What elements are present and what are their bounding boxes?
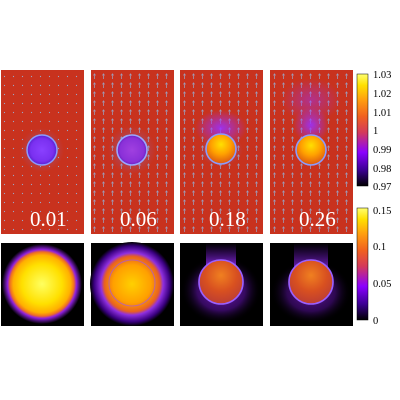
time-label-4: 0.26 <box>299 207 336 231</box>
panel-bottom-1 <box>1 243 84 326</box>
bottom-colorbar-tick-4: 0 <box>373 316 378 327</box>
top-colorbar-tick-2: 1.02 <box>373 89 391 100</box>
top-colorbar-tick-4: 1 <box>373 126 378 137</box>
panel-top-1 <box>1 70 84 234</box>
panel-top-2 <box>91 70 174 234</box>
top-colorbar-tick-6: 0.98 <box>373 164 391 175</box>
time-label-2: 0.06 <box>120 207 157 231</box>
panel-bottom-4 <box>270 243 353 326</box>
top-colorbar-tick-1: 1.03 <box>373 70 391 81</box>
bottom-colorbar-tick-2: 0.1 <box>373 242 386 253</box>
panel-top-3 <box>180 70 263 234</box>
panel-bottom-2 <box>90 242 174 326</box>
panel-top-4 <box>270 70 353 234</box>
bottom-colorbar-tick-3: 0.05 <box>373 279 391 290</box>
time-label-3: 0.18 <box>209 207 246 231</box>
top-colorbar-tick-5: 0.99 <box>373 145 391 156</box>
top-colorbar-tick-7: 0.97 <box>373 182 391 193</box>
panel-bottom-3 <box>180 243 263 326</box>
bottom-colorbar: 0.15 0.1 0.05 0 <box>356 206 391 327</box>
top-colorbar-tick-3: 1.01 <box>373 108 391 119</box>
bottom-colorbar-tick-1: 0.15 <box>373 206 391 217</box>
top-colorbar: 1.03 1.02 1.01 1 0.99 0.98 0.97 <box>356 70 391 193</box>
time-label-1: 0.01 <box>30 207 67 231</box>
